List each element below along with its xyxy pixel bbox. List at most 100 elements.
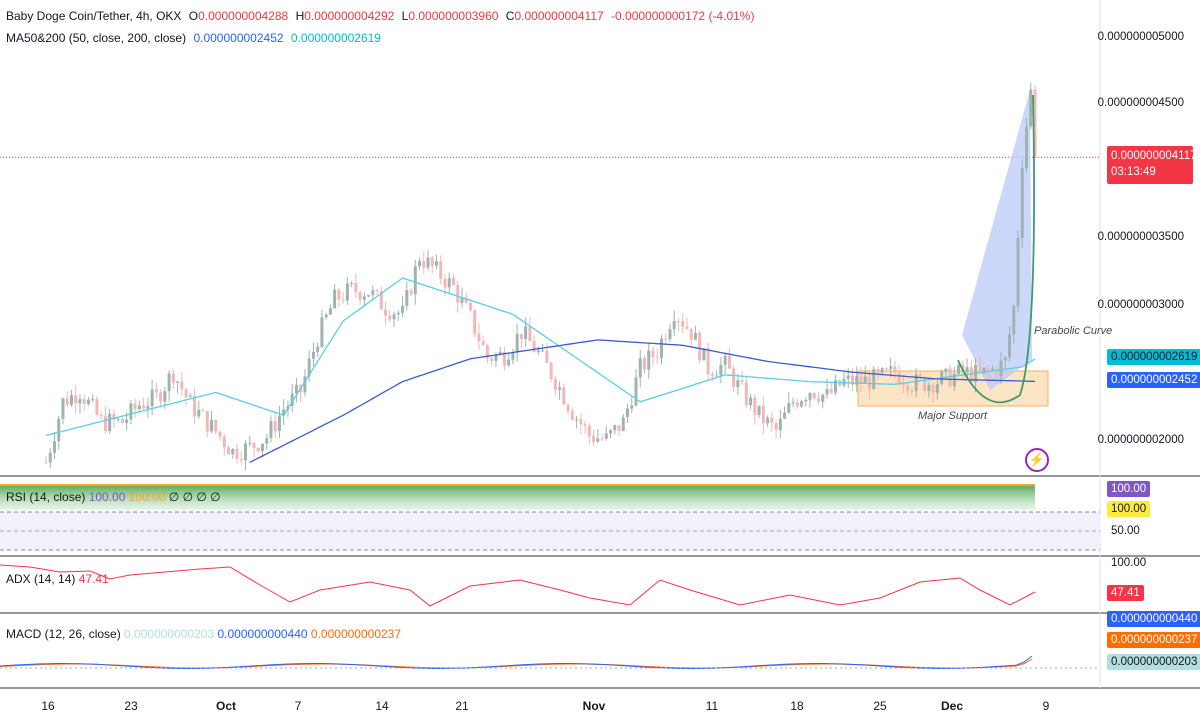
candle-body [592,436,596,442]
macd-title[interactable]: MACD (12, 26, close) [6,627,121,641]
candle-body [248,442,252,444]
candle-body [430,257,434,266]
candle-body [893,366,897,373]
candle-body [867,376,871,389]
candle-body [401,305,405,313]
candle-body [672,320,676,330]
rally-projection [962,90,1032,390]
candle-body [664,338,668,340]
candle-body [553,379,557,390]
candle-body [201,410,205,412]
candle-body [515,333,519,353]
candle-body [396,312,400,315]
candle-body [638,358,642,378]
adx-line [0,564,1036,607]
candle-body [740,380,744,383]
lightning-icon[interactable]: ⚡ [1025,448,1049,472]
price-tick: 0.000000003000 [1097,299,1184,311]
candle-body [511,352,515,360]
candle-body [345,283,349,301]
symbol-title[interactable]: Baby Doge Coin/Tether, 4h, OKX [6,9,182,23]
time-tick: Oct [216,699,236,713]
candle-body [753,397,757,415]
adx-value: 47.41 [78,572,109,586]
rsi-level: 50.00 [1111,525,1140,537]
candle-body [545,350,549,363]
candle-body [935,384,939,393]
time-tick: 16 [41,699,55,713]
candle-body [583,424,587,426]
candle-body [218,431,222,437]
candle-body [965,367,969,372]
candle-body [910,390,914,392]
candle-body [311,351,315,359]
candle-body [52,441,56,453]
last-price-tag: 0.000000004117 03:13:49 [1107,146,1197,184]
rsi-value: 100.00 [88,490,126,504]
rsi-overbought-fill [0,484,1035,510]
candle-body [239,459,243,461]
candle-body [341,299,345,301]
candle-body [273,421,277,431]
pane-separators [0,0,1200,689]
candle-body [948,368,952,387]
candle-body [761,405,765,424]
candle-body [587,425,591,437]
candle-body [621,417,625,432]
candle-body [99,414,103,417]
candle-body [668,329,672,340]
candle-body [536,350,540,353]
candle-body [808,393,812,400]
time-tick: Nov [583,699,606,713]
candle-body [137,405,141,409]
candle-body [541,350,545,352]
candle-body [205,410,209,432]
candle-body [74,395,78,404]
adx-title[interactable]: ADX (14, 14) [6,572,76,586]
candle-body [906,385,910,391]
rsi-tag: 100.00 [1107,481,1151,497]
macd-legend: MACD (12, 26, close) 0.000000000203 0.00… [6,627,401,641]
close-value: 0.000000004117 [514,9,604,23]
candle-body [193,395,197,417]
candle-body [613,425,617,431]
time-tick: 7 [295,699,302,713]
candle-body [723,355,727,365]
candle-body [528,326,532,342]
candle-body [1016,238,1020,307]
candle-body [863,376,867,384]
candlestick-series [44,82,1037,471]
candle-body [884,368,888,370]
candle-body [698,332,702,361]
candle-body [685,326,689,329]
candle-body [447,278,451,288]
candle-body [290,393,294,406]
candle-body [82,399,86,404]
candle-body [787,403,791,413]
candle-body [490,358,494,361]
candle-body [316,346,320,352]
candle-body [69,395,73,405]
change-value: -0.000000000172 (-4.01%) [611,9,755,23]
time-tick: 25 [873,699,887,713]
candle-body [214,419,218,432]
moving-average-lines [45,94,1036,463]
candle-body [303,376,307,393]
adx-axis-tick: 100.00 [1111,557,1147,569]
macd-histogram-tag: 0.000000000203 [1107,654,1200,670]
candle-body [626,408,630,418]
candle-body [736,380,740,387]
candle-body [1025,126,1029,169]
candle-body [702,348,706,361]
candle-body [770,417,774,424]
candle-body [1033,89,1037,158]
candle-body [371,290,375,296]
candle-body [154,389,158,393]
candle-body [159,392,163,402]
ma-legend-title[interactable]: MA50&200 (50, close, 200, close) [6,31,187,45]
low-value: 0.000000003960 [408,9,499,23]
candle-body [320,317,324,347]
rsi-title[interactable]: RSI (14, close) [6,490,86,504]
candle-body [800,401,804,407]
parabolic-curve [957,94,1035,404]
